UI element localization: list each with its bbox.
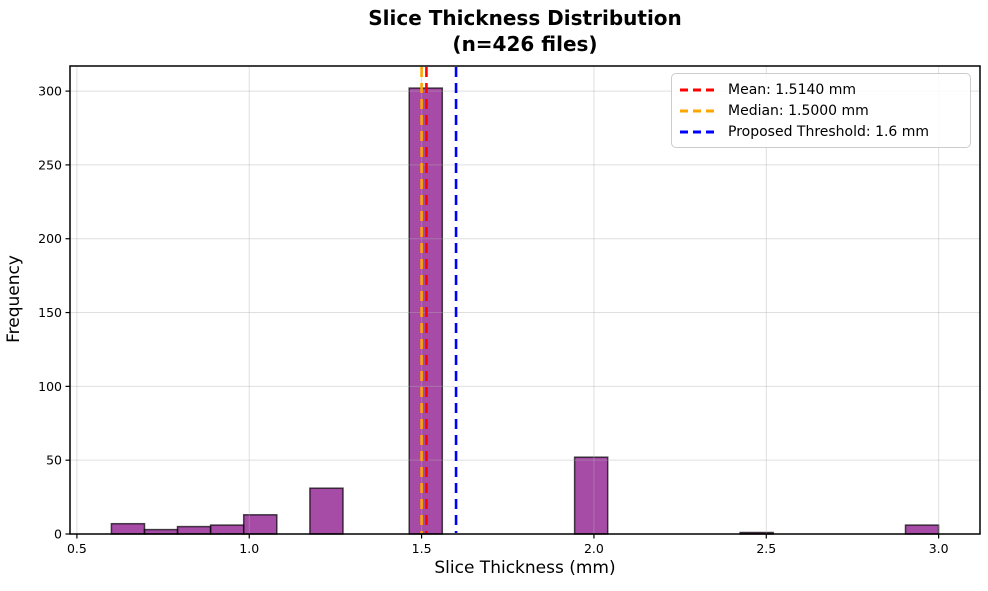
dashed-line-icon bbox=[680, 109, 716, 112]
histogram-bar bbox=[904, 524, 940, 535]
histogram-bar bbox=[573, 456, 609, 535]
legend-item: Median: 1.5000 mm bbox=[680, 101, 960, 121]
y-tick-label: 200 bbox=[38, 231, 62, 246]
legend-item: Mean: 1.5140 mm bbox=[680, 80, 960, 100]
y-tick-label: 100 bbox=[38, 379, 62, 394]
y-tick-label: 50 bbox=[46, 453, 62, 468]
x-tick-label: 2.0 bbox=[584, 541, 604, 556]
x-axis-label: Slice Thickness (mm) bbox=[434, 558, 616, 578]
chart-title: Slice Thickness Distribution (n=426 file… bbox=[70, 5, 980, 57]
x-tick-label: 1.5 bbox=[412, 541, 432, 556]
y-tick-label: 250 bbox=[38, 157, 62, 172]
chart-title-line1: Slice Thickness Distribution bbox=[368, 6, 682, 30]
axis-spine bbox=[69, 65, 981, 535]
histogram-bar bbox=[309, 487, 344, 535]
y-axis-label: Frequency bbox=[4, 255, 24, 343]
histogram-bar bbox=[242, 514, 278, 535]
chart-title-line2: (n=426 files) bbox=[452, 32, 598, 56]
x-tick-label: 3.0 bbox=[929, 541, 949, 556]
histogram-bar bbox=[176, 525, 212, 535]
legend-item-label: Proposed Threshold: 1.6 mm bbox=[728, 123, 930, 140]
histogram-bar bbox=[110, 522, 146, 535]
legend-box: Mean: 1.5140 mm Median: 1.5000 mm Proposed… bbox=[671, 73, 971, 148]
y-tick-label: 300 bbox=[38, 84, 62, 99]
y-tick-label: 0 bbox=[54, 527, 62, 542]
x-tick-label: 2.5 bbox=[756, 541, 776, 556]
histogram-bar bbox=[209, 524, 245, 535]
x-tick-label: 0.5 bbox=[67, 541, 87, 556]
x-tick-label: 1.0 bbox=[239, 541, 259, 556]
dashed-line-icon bbox=[680, 130, 716, 133]
legend-item-label: Mean: 1.5140 mm bbox=[728, 81, 857, 98]
dashed-line-icon bbox=[680, 88, 716, 91]
y-tick-label: 150 bbox=[38, 305, 62, 320]
legend-item: Proposed Threshold: 1.6 mm bbox=[680, 122, 960, 142]
legend-item-label: Median: 1.5000 mm bbox=[728, 102, 869, 119]
